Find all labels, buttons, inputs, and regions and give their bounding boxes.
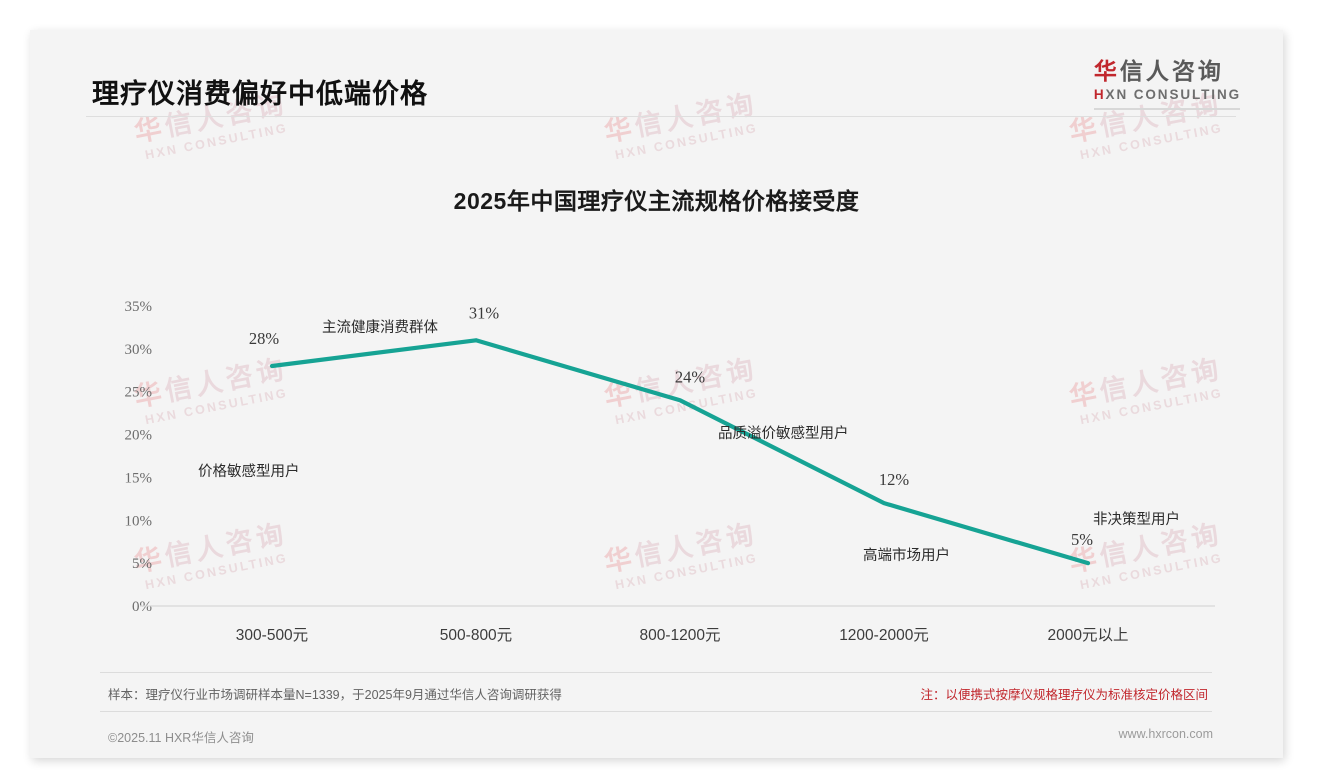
y-axis-tick-label: 10%	[125, 513, 153, 529]
brand-logo-cn-prefix: 华	[1093, 58, 1120, 84]
brand-logo-cn-rest: 信人咨询	[1119, 58, 1224, 84]
y-axis-tick-label: 25%	[125, 385, 153, 401]
brand-logo-cn: 华信人咨询	[1094, 58, 1241, 84]
y-axis-tick-label: 15%	[125, 470, 153, 486]
data-point-value: 24%	[675, 367, 706, 386]
note-highlight: 注：以便携式按摩仪规格理疗仪为标准核定价格区间	[920, 688, 1208, 702]
annotation-label: 价格敏感型用户	[198, 463, 300, 480]
brand-logo-en-prefix: H	[1093, 87, 1106, 103]
line-chart: 0% 5% 10% 15% 20% 25% 30% 35% 300-500元 500-800元 8…	[125, 299, 1215, 644]
notes-row: 样本：理疗仪行业市场调研样本量N=1339，于2025年9月通过华信人咨询调研获…	[100, 672, 1212, 712]
slide-card: 华信人咨询 HXN CONSULTING 华信人咨询 HXN CONSULTIN…	[30, 30, 1283, 758]
header-divider	[86, 116, 1236, 117]
note-sample: 样本：理疗仪行业市场调研样本量N=1339，于2025年9月通过华信人咨询调研获…	[108, 688, 562, 702]
brand-logo-en-rest: XN CONSULTING	[1105, 87, 1241, 103]
annotation-label: 高端市场用户	[863, 547, 950, 564]
copyright-text: ©2025.11 HXR华信人咨询	[108, 731, 254, 745]
annotation-label: 非决策型用户	[1093, 511, 1180, 528]
chart-area: 2025年中国理疗仪主流规格价格接受度 0% 5% 10% 15% 20% 25% 30% 3…	[30, 130, 1283, 670]
x-axis-tick-label: 500-800元	[440, 627, 512, 644]
x-axis: 300-500元 500-800元 800-1200元 1200-2000元 2000元…	[236, 626, 1129, 644]
bottom-bar: ©2025.11 HXR华信人咨询 www.hxrcon.com	[30, 714, 1283, 758]
y-axis: 0% 5% 10% 15% 20% 25% 30% 35%	[125, 299, 153, 615]
x-axis-tick-label: 2000元以上	[1048, 626, 1129, 644]
annotation-label: 主流健康消费群体	[322, 319, 438, 336]
y-axis-tick-label: 35%	[125, 299, 153, 315]
x-axis-tick-label: 300-500元	[236, 627, 308, 644]
y-axis-tick-label: 30%	[125, 342, 153, 358]
brand-logo: 华信人咨询 HXN CONSULTING	[1093, 58, 1241, 111]
data-point-value: 12%	[879, 470, 910, 489]
page-title: 理疗仪消费偏好中低端价格	[92, 79, 428, 109]
value-labels: 28% 31% 24% 12% 5%	[249, 303, 1093, 549]
y-axis-tick-label: 0%	[132, 599, 152, 615]
data-point-value: 5%	[1071, 530, 1093, 549]
data-point-value: 31%	[469, 303, 500, 322]
data-point-value: 28%	[249, 329, 280, 348]
y-axis-tick-label: 20%	[125, 428, 153, 444]
x-axis-tick-label: 1200-2000元	[839, 627, 929, 644]
slide-header: 理疗仪消费偏好中低端价格 华信人咨询 HXN CONSULTING	[30, 30, 1283, 120]
brand-logo-divider	[1093, 108, 1240, 111]
x-axis-tick-label: 800-1200元	[639, 627, 720, 644]
y-axis-tick-label: 5%	[132, 556, 152, 572]
website-link[interactable]: www.hxrcon.com	[1118, 727, 1213, 741]
annotation-label: 品质溢价敏感型用户	[718, 425, 849, 442]
brand-logo-en: HXN CONSULTING	[1094, 87, 1241, 102]
chart-title: 2025年中国理疗仪主流规格价格接受度	[453, 188, 860, 214]
data-line	[269, 338, 1091, 566]
